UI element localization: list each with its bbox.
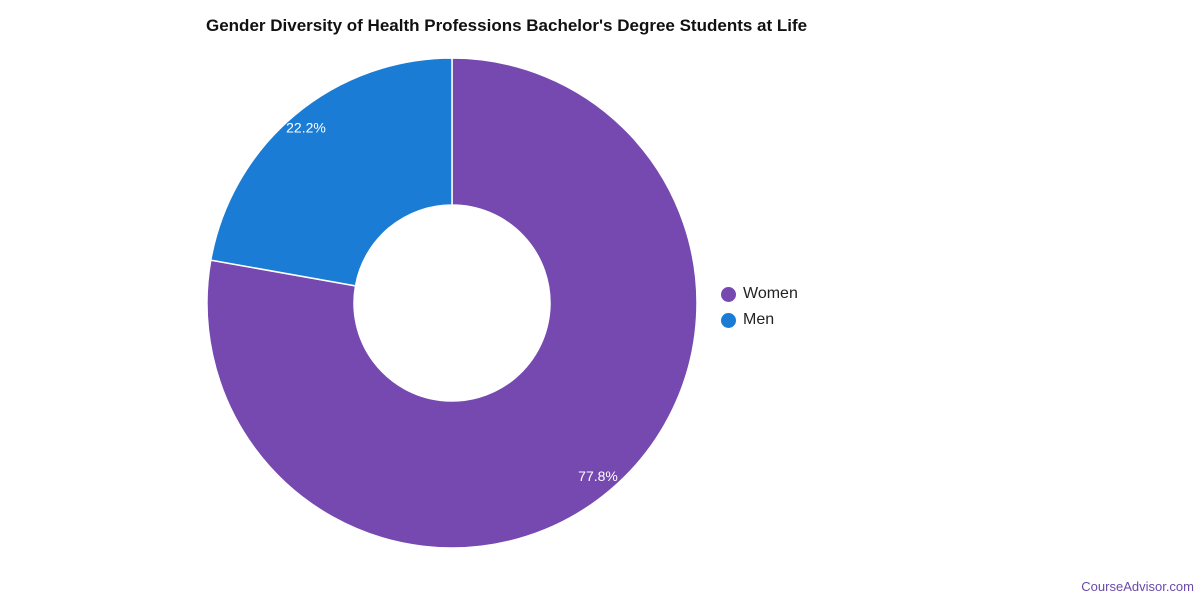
legend-label-men: Men: [743, 311, 775, 328]
slice-women[interactable]: [206, 57, 698, 549]
slice-label-men: 22.2%: [286, 119, 326, 135]
legend: Women Men: [721, 281, 798, 333]
legend-label-women: Women: [743, 285, 798, 302]
legend-item-women[interactable]: Women: [721, 281, 798, 307]
legend-swatch-men: [721, 312, 736, 328]
legend-item-men[interactable]: Men: [721, 307, 798, 333]
site-credit[interactable]: CourseAdvisor.com: [1081, 579, 1194, 594]
legend-swatch-women: [721, 286, 736, 302]
chart-title: Gender Diversity of Health Professions B…: [206, 16, 808, 35]
slice-label-women: 77.8%: [578, 468, 618, 484]
slice-men[interactable]: [209, 57, 453, 287]
